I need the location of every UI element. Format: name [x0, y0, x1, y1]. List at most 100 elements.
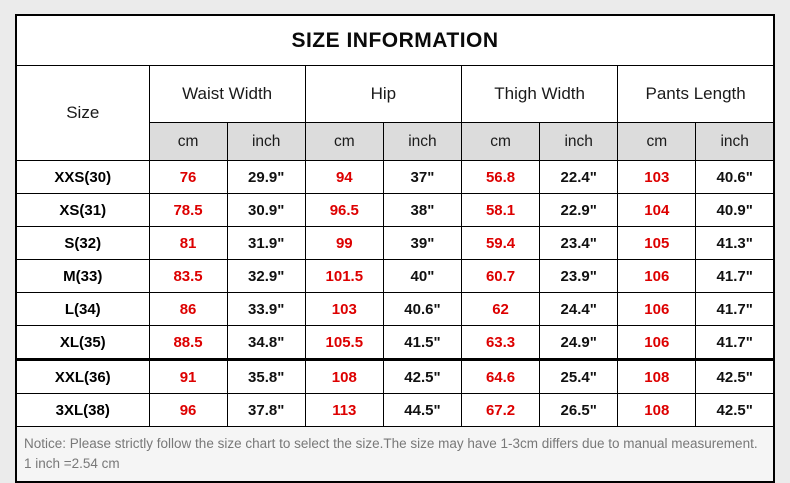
waist-inch-value: 29.9" [226, 160, 306, 194]
unit-header-thigh-cm: cm [460, 122, 541, 161]
pants-inch-value: 41.3" [695, 226, 775, 260]
hip-inch-value: 37" [382, 160, 463, 194]
pants-inch-value: 41.7" [695, 325, 775, 361]
waist-cm-value: 81 [148, 226, 228, 260]
waist-inch-value: 32.9" [226, 259, 306, 293]
pants-cm-value: 106 [617, 325, 697, 361]
hip-cm-value: 113 [304, 393, 384, 427]
thigh-cm-value: 56.8 [460, 160, 541, 194]
pants-inch-value: 41.7" [695, 292, 775, 326]
pants-inch-value: 42.5" [695, 393, 775, 427]
pants-cm-value: 105 [617, 226, 697, 260]
column-header-size: Size [15, 65, 150, 161]
waist-inch-value: 35.8" [226, 359, 306, 394]
notice-cell: Notice: Please strictly follow the size … [15, 426, 775, 483]
size-chart-table: SIZE INFORMATION Size Waist Width Hip Th… [15, 14, 775, 483]
waist-inch-value: 34.8" [226, 325, 306, 361]
thigh-inch-value: 26.5" [539, 393, 619, 427]
size-label: M(33) [15, 259, 150, 293]
size-label: XXS(30) [15, 160, 150, 194]
size-label: 3XL(38) [15, 393, 150, 427]
thigh-cm-value: 64.6 [460, 359, 541, 394]
size-label: S(32) [15, 226, 150, 260]
waist-inch-value: 37.8" [226, 393, 306, 427]
hip-cm-value: 101.5 [304, 259, 384, 293]
hip-inch-value: 44.5" [382, 393, 463, 427]
hip-inch-value: 41.5" [382, 325, 463, 361]
table-row: L(34) 86 33.9" 103 40.6" 62 24.4" 106 41… [15, 292, 775, 326]
hip-inch-value: 40.6" [382, 292, 463, 326]
waist-cm-value: 96 [148, 393, 228, 427]
thigh-cm-value: 60.7 [460, 259, 541, 293]
waist-cm-value: 91 [148, 359, 228, 394]
pants-cm-value: 108 [617, 359, 697, 394]
hip-cm-value: 108 [304, 359, 384, 394]
thigh-inch-value: 22.9" [539, 193, 619, 227]
waist-cm-value: 88.5 [148, 325, 228, 361]
table-row: XL(35) 88.5 34.8" 105.5 41.5" 63.3 24.9"… [15, 325, 775, 361]
size-chart-title: SIZE INFORMATION [15, 14, 775, 66]
hip-inch-value: 38" [382, 193, 463, 227]
column-group-pants-length: Pants Length [617, 65, 775, 123]
pants-cm-value: 108 [617, 393, 697, 427]
unit-header-hip-inch: inch [382, 122, 463, 161]
hip-inch-value: 39" [382, 226, 463, 260]
notice-text-line2: 1 inch =2.54 cm [24, 456, 120, 471]
table-row: 3XL(38) 96 37.8" 113 44.5" 67.2 26.5" 10… [15, 393, 775, 427]
pants-cm-value: 106 [617, 259, 697, 293]
pants-inch-value: 41.7" [695, 259, 775, 293]
table-row: XXL(36) 91 35.8" 108 42.5" 64.6 25.4" 10… [15, 359, 775, 394]
waist-inch-value: 31.9" [226, 226, 306, 260]
waist-cm-value: 78.5 [148, 193, 228, 227]
hip-inch-value: 42.5" [382, 359, 463, 394]
hip-inch-value: 40" [382, 259, 463, 293]
table-row: M(33) 83.5 32.9" 101.5 40" 60.7 23.9" 10… [15, 259, 775, 293]
thigh-inch-value: 24.4" [539, 292, 619, 326]
waist-cm-value: 86 [148, 292, 228, 326]
unit-header-row: cm inch cm inch cm inch cm inch [16, 122, 775, 161]
hip-cm-value: 103 [304, 292, 384, 326]
table-row: XS(31) 78.5 30.9" 96.5 38" 58.1 22.9" 10… [15, 193, 775, 227]
thigh-inch-value: 22.4" [539, 160, 619, 194]
waist-cm-value: 83.5 [148, 259, 228, 293]
thigh-inch-value: 23.9" [539, 259, 619, 293]
unit-header-thigh-inch: inch [539, 122, 619, 161]
thigh-inch-value: 23.4" [539, 226, 619, 260]
size-label: XS(31) [15, 193, 150, 227]
unit-header-waist-inch: inch [226, 122, 306, 161]
pants-inch-value: 42.5" [695, 359, 775, 394]
thigh-inch-value: 24.9" [539, 325, 619, 361]
pants-inch-value: 40.9" [695, 193, 775, 227]
waist-cm-value: 76 [148, 160, 228, 194]
size-label: XL(35) [15, 325, 150, 361]
table-row: S(32) 81 31.9" 99 39" 59.4 23.4" 105 41.… [15, 226, 775, 260]
hip-cm-value: 96.5 [304, 193, 384, 227]
column-group-hip: Hip [304, 65, 463, 123]
column-group-thigh-width: Thigh Width [460, 65, 619, 123]
size-label: L(34) [15, 292, 150, 326]
unit-header-waist-cm: cm [148, 122, 228, 161]
unit-header-pants-inch: inch [695, 122, 775, 161]
pants-cm-value: 104 [617, 193, 697, 227]
column-group-waist-width: Waist Width [148, 65, 306, 123]
unit-header-hip-cm: cm [304, 122, 384, 161]
pants-cm-value: 103 [617, 160, 697, 194]
hip-cm-value: 94 [304, 160, 384, 194]
thigh-cm-value: 62 [460, 292, 541, 326]
hip-cm-value: 105.5 [304, 325, 384, 361]
pants-cm-value: 106 [617, 292, 697, 326]
unit-header-pants-cm: cm [617, 122, 697, 161]
table-row: XXS(30) 76 29.9" 94 37" 56.8 22.4" 103 4… [15, 160, 775, 194]
waist-inch-value: 33.9" [226, 292, 306, 326]
notice-row: Notice: Please strictly follow the size … [15, 426, 775, 483]
hip-cm-value: 99 [304, 226, 384, 260]
thigh-cm-value: 59.4 [460, 226, 541, 260]
notice-text-line1: Notice: Please strictly follow the size … [24, 436, 758, 452]
column-group-header-row: Size Waist Width Hip Thigh Width Pants L… [15, 65, 775, 161]
thigh-cm-value: 63.3 [460, 325, 541, 361]
size-chart-sheet: SIZE INFORMATION Size Waist Width Hip Th… [15, 14, 775, 483]
title-row: SIZE INFORMATION [15, 14, 775, 66]
thigh-cm-value: 67.2 [460, 393, 541, 427]
size-label: XXL(36) [15, 359, 150, 394]
thigh-cm-value: 58.1 [460, 193, 541, 227]
